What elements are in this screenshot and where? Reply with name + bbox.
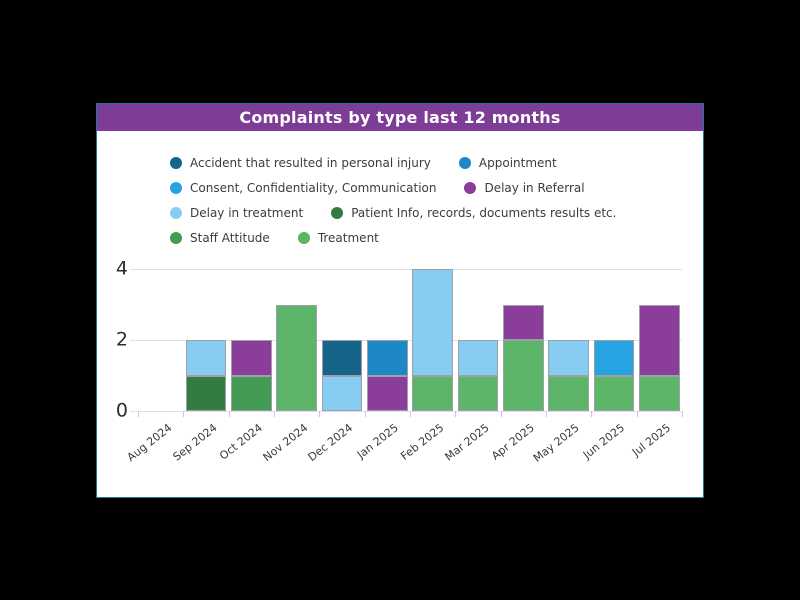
bar-segment[interactable] (457, 375, 499, 411)
bar-stack (366, 340, 408, 411)
legend-swatch-icon (297, 232, 310, 244)
plot-area: 0 2 4 Aug 2024 Sep 2024 Oct 2024 Nov 2024 Dec 2… (116, 259, 683, 465)
x-axis-tick-label: Aug 2024 (124, 421, 175, 465)
legend-item[interactable]: Delay in treatment (170, 206, 303, 220)
x-axis-tick-label: Dec 2024 (305, 421, 356, 464)
bar-stack (593, 340, 635, 411)
legend-item[interactable]: Appointment (458, 156, 557, 170)
legend-row: Delay in treatment Patient Info, records,… (170, 206, 703, 220)
bar-segment[interactable] (185, 375, 227, 411)
legend-label: Consent, Confidentiality, Communication (190, 181, 437, 195)
bar-segment[interactable] (321, 340, 363, 376)
x-axis-tick-label: Jan 2025 (354, 421, 401, 462)
legend-swatch-icon (170, 232, 182, 244)
x-axis-tick-label: Feb 2025 (397, 421, 447, 463)
bar-segment[interactable] (593, 340, 635, 376)
bar-stack (548, 340, 590, 411)
x-axis-tick (274, 411, 275, 417)
legend-swatch-icon (331, 207, 344, 219)
bar-stack (185, 340, 227, 411)
chart-card: Complaints by type last 12 months Accide… (96, 103, 704, 498)
bar-segment[interactable] (548, 340, 590, 376)
x-axis-tick-label: Nov 2024 (260, 421, 311, 465)
x-axis-tick (319, 411, 321, 417)
legend-swatch-icon (464, 182, 477, 194)
legend-item[interactable]: Patient Info, records, documents results… (331, 206, 616, 220)
bar-stack (412, 269, 454, 411)
y-axis-tick-label: 0 (115, 399, 128, 422)
x-axis-tick (682, 411, 683, 417)
x-axis-tick-label: Apr 2025 (488, 421, 537, 463)
chart-title-bar: Complaints by type last 12 months (97, 104, 703, 131)
legend-label: Staff Attitude (190, 231, 270, 245)
x-axis-tick (455, 411, 457, 417)
gridline (130, 269, 682, 270)
legend-swatch-icon (458, 157, 471, 169)
bar-segment[interactable] (230, 375, 272, 411)
x-axis-tick (410, 411, 411, 417)
x-axis-tick (183, 411, 185, 417)
x-axis-tick (591, 411, 593, 417)
legend-label: Appointment (478, 156, 557, 170)
legend: Accident that resulted in personal injur… (170, 156, 703, 245)
x-axis-tick (138, 411, 139, 417)
chart-title: Complaints by type last 12 months (239, 108, 561, 127)
bar-segment[interactable] (457, 340, 499, 376)
bar-segment[interactable] (593, 375, 635, 411)
x-axis-tick (364, 411, 366, 417)
x-axis-tick-label: May 2025 (531, 421, 583, 465)
x-axis-tick-label: Sep 2024 (170, 421, 220, 464)
legend-label: Patient Info, records, documents results… (351, 206, 617, 220)
bar-segment[interactable] (638, 375, 680, 411)
bar-stack (638, 304, 680, 411)
bar-segment[interactable] (638, 304, 680, 376)
bar-stack (276, 304, 318, 411)
legend-item[interactable]: Staff Attitude (170, 231, 270, 245)
bar-segment[interactable] (502, 304, 544, 340)
legend-item[interactable]: Consent, Confidentiality, Communication (170, 181, 436, 195)
legend-item[interactable]: Accident that resulted in personal injur… (170, 156, 431, 170)
x-axis-tick-label: Jul 2025 (629, 421, 673, 460)
bar-stack (457, 340, 499, 411)
bar-segment[interactable] (548, 375, 590, 411)
bar-segment[interactable] (412, 269, 454, 376)
bar-segment[interactable] (321, 375, 363, 411)
bar-segment[interactable] (412, 375, 454, 411)
x-axis-tick (500, 411, 502, 417)
bar-segment[interactable] (366, 340, 408, 376)
x-axis-tick-label: Jun 2025 (581, 421, 628, 462)
legend-label: Delay in treatment (190, 206, 304, 220)
bar-segment[interactable] (366, 375, 408, 411)
legend-label: Treatment (317, 231, 379, 245)
legend-row: Staff Attitude Treatment (170, 231, 703, 245)
y-axis-tick-label: 2 (115, 328, 128, 351)
bar-segment[interactable] (230, 340, 272, 376)
y-axis-tick-label: 4 (115, 257, 128, 280)
legend-swatch-icon (170, 157, 182, 169)
legend-label: Delay in Referral (484, 181, 585, 195)
x-axis-tick (636, 411, 638, 417)
bar-stack (502, 304, 544, 411)
x-axis-tick-label: Mar 2025 (442, 421, 492, 464)
x-axis-tick (546, 411, 547, 417)
legend-row: Accident that resulted in personal injur… (170, 156, 703, 170)
legend-swatch-icon (170, 182, 182, 194)
bar-segment[interactable] (276, 304, 318, 411)
legend-swatch-icon (170, 207, 182, 219)
legend-item[interactable]: Treatment (297, 231, 379, 245)
legend-item[interactable]: Delay in Referral (464, 181, 585, 195)
bar-stack (321, 340, 363, 411)
bar-segment[interactable] (185, 340, 227, 376)
x-axis-tick-label: Oct 2024 (216, 421, 265, 463)
bar-segment[interactable] (502, 340, 544, 411)
x-axis-tick (228, 411, 230, 417)
legend-label: Accident that resulted in personal injur… (190, 156, 431, 170)
gridline (130, 411, 682, 412)
bar-stack (230, 340, 272, 411)
legend-row: Consent, Confidentiality, Communication D… (170, 181, 703, 195)
